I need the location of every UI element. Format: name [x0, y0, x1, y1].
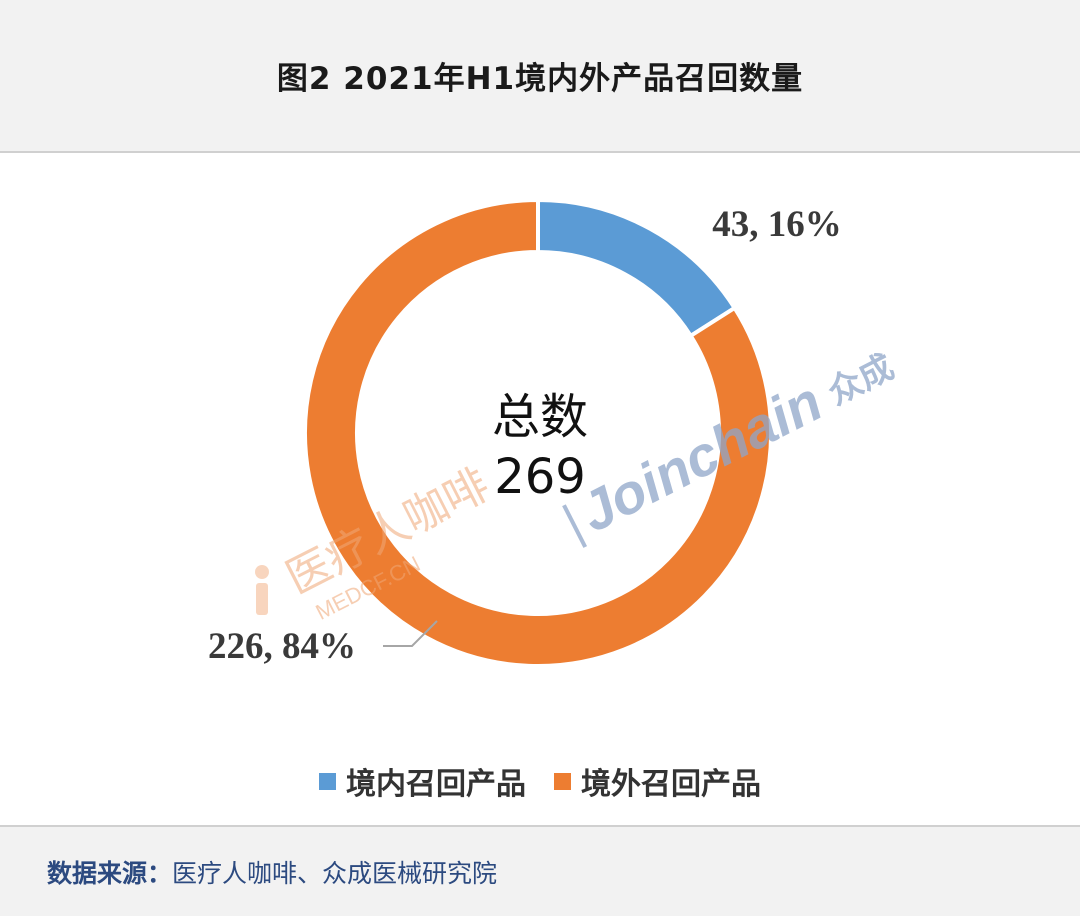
legend-label-overseas: 境外召回产品	[581, 767, 761, 802]
legend: 境内召回产品 境外召回产品	[0, 758, 1080, 804]
legend-item-overseas: 境外召回产品	[554, 759, 761, 803]
footer: 数据来源： 医疗人咖啡、众成医械研究院	[0, 825, 1080, 916]
header: 图2 2021年H1境内外产品召回数量	[0, 0, 1080, 153]
center-total: 269	[494, 449, 586, 505]
joinchain-brand-cn: 众成	[822, 348, 900, 413]
data-label-domestic: 43, 16%	[712, 204, 842, 245]
chart-title: 图2 2021年H1境内外产品召回数量	[276, 61, 804, 97]
legend-item-domestic: 境内召回产品	[319, 759, 526, 803]
legend-swatch-overseas	[554, 772, 571, 790]
donut-chart: 医疗人咖啡 MEDCF.CN | Joinchain 众成 总数 269 43,…	[208, 197, 900, 668]
data-label-overseas: 226, 84%	[208, 626, 356, 667]
center-label: 总数	[492, 389, 588, 445]
legend-label-domestic: 境内召回产品	[346, 767, 526, 802]
legend-swatch-domestic	[319, 772, 336, 790]
chart-area: 医疗人咖啡 MEDCF.CN | Joinchain 众成 总数 269 43,…	[0, 153, 1080, 825]
donut-slice-overseas	[303, 197, 773, 668]
medcf-logo-stem-icon	[256, 583, 268, 615]
leader-line-outside	[383, 620, 438, 647]
source-label: 数据来源：	[47, 858, 173, 888]
source-text: 医疗人咖啡、众成医械研究院	[172, 858, 498, 888]
medcf-logo-dot-icon	[255, 565, 269, 579]
donut-slice-domestic	[536, 197, 738, 339]
donut-slices	[303, 197, 773, 668]
